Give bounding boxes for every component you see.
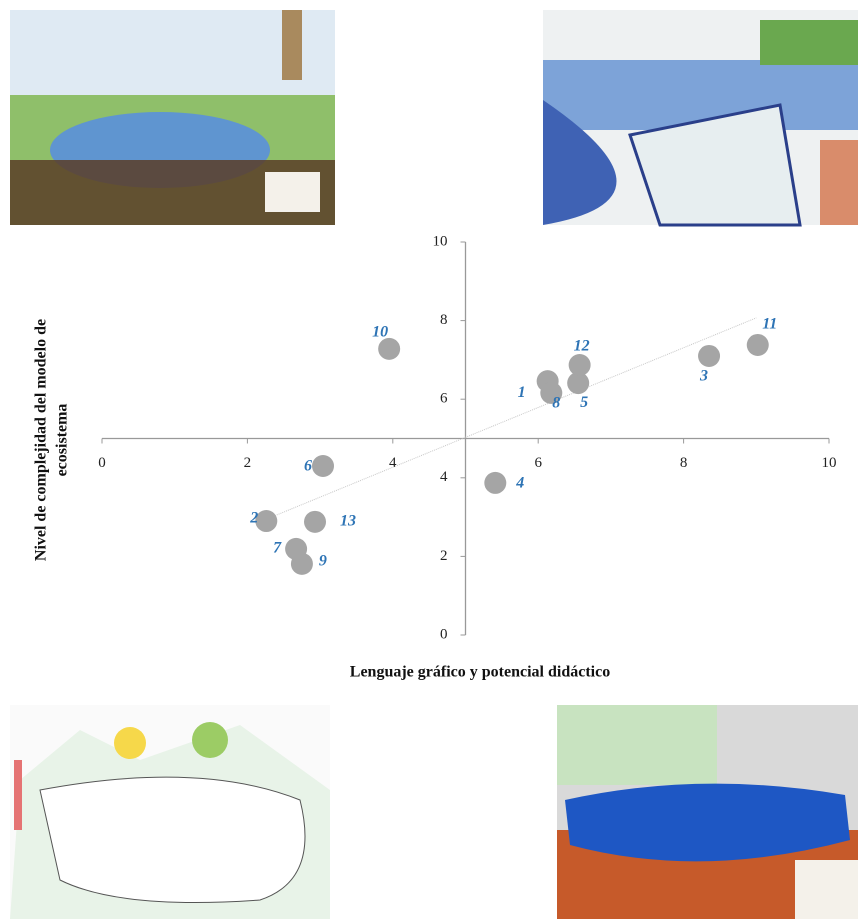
- x-tick-label: 4: [389, 455, 397, 471]
- y-tick-label: 2: [440, 548, 448, 564]
- illustration-bottom-right: [557, 705, 858, 919]
- illustration-top-right: [543, 10, 858, 227]
- point: [567, 372, 590, 395]
- point-label: 3: [699, 368, 708, 385]
- point: [255, 510, 278, 533]
- point-label: 5: [580, 394, 588, 411]
- point-label: 7: [273, 540, 282, 557]
- x-tick-label: 8: [680, 455, 688, 471]
- point-label: 10: [372, 324, 388, 341]
- point-label: 2: [249, 510, 258, 527]
- point: [568, 354, 591, 377]
- illustration-bottom-left: [10, 705, 330, 919]
- y-tick-label: 0: [440, 626, 448, 642]
- point: [312, 455, 335, 478]
- point-label: 9: [319, 553, 327, 570]
- point: [540, 381, 563, 404]
- y-tick-label: 8: [440, 312, 448, 328]
- trendline: [261, 317, 757, 522]
- x-tick-label: 0: [98, 455, 106, 471]
- point-label: 4: [515, 475, 524, 492]
- point: [290, 552, 313, 575]
- point: [746, 333, 769, 356]
- x-axis-label: Lenguaje gráfico y potencial didáctico: [350, 664, 610, 681]
- point-label: 6: [304, 458, 312, 475]
- point: [698, 344, 721, 367]
- x-tick-label: 2: [244, 455, 252, 471]
- x-tick-label: 10: [822, 455, 837, 471]
- illustration-top-left: [10, 10, 335, 225]
- y-axis-label: Nivel de complejidad del modelo de: [33, 319, 50, 561]
- y-tick-label: 4: [440, 469, 448, 485]
- point-label: 12: [574, 338, 590, 355]
- point: [484, 471, 507, 494]
- y-axis-label: ecosistema: [54, 404, 71, 477]
- point-label: 1: [518, 384, 526, 401]
- x-tick-label: 6: [534, 455, 542, 471]
- point-label: 13: [340, 512, 356, 529]
- y-tick-label: 10: [433, 233, 448, 249]
- y-tick-label: 6: [440, 391, 448, 407]
- point: [304, 510, 327, 533]
- point: [378, 337, 401, 360]
- point-label: 11: [762, 316, 777, 333]
- point-label: 8: [552, 395, 560, 412]
